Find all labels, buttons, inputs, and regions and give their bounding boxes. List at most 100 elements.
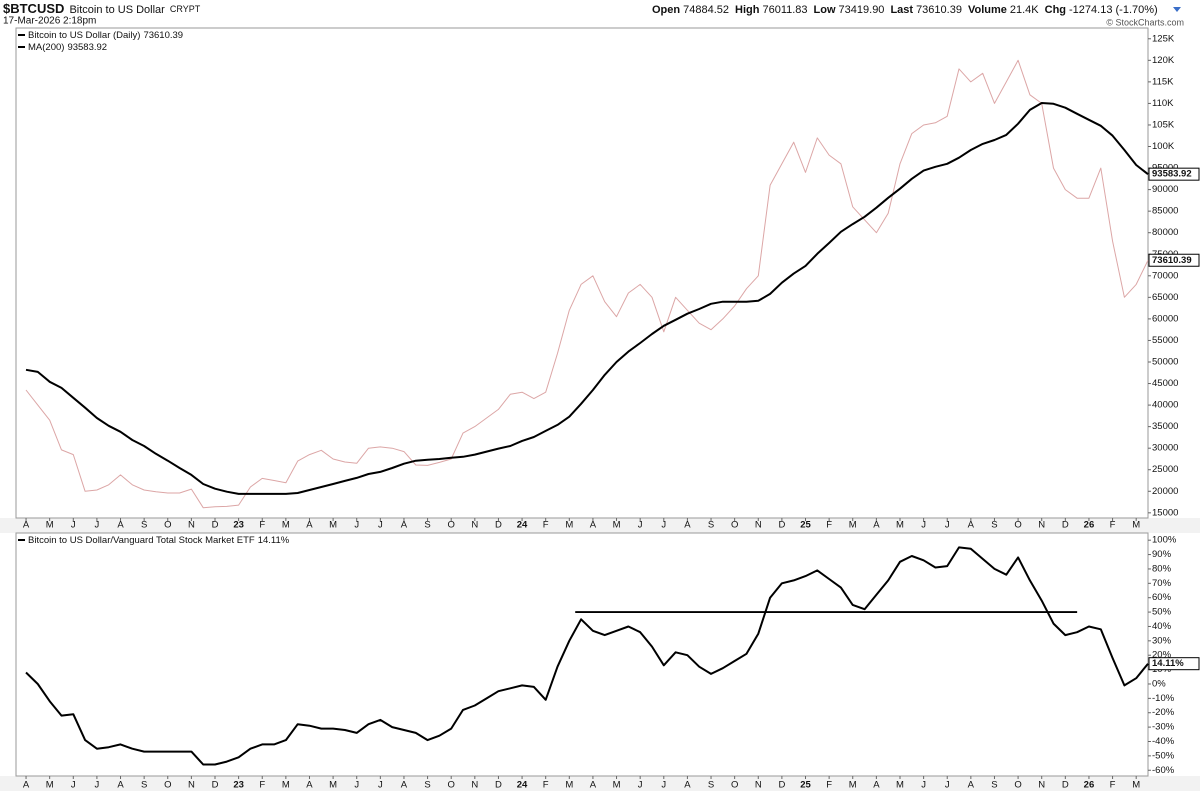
y-tick-label: 80%	[1152, 563, 1172, 574]
dropdown-icon[interactable]	[1173, 7, 1181, 12]
value-tag-label: 14.11%	[1152, 658, 1184, 669]
legend-value: 73610.39	[143, 30, 183, 41]
y-tick-label: 85000	[1152, 206, 1178, 217]
x-tick-label: J	[638, 520, 643, 531]
x-tick-label: 26	[1084, 780, 1095, 791]
y-tick-label: -30%	[1152, 722, 1175, 733]
x-tick-label: M	[565, 520, 573, 531]
symbol-name: Bitcoin to US Dollar	[69, 4, 165, 16]
x-tick-label: F	[1110, 780, 1116, 791]
y-tick-label: 90%	[1152, 549, 1172, 560]
y-tick-label: 100K	[1152, 141, 1175, 152]
x-tick-label: J	[71, 780, 76, 791]
y-tick-label: 50000	[1152, 357, 1178, 368]
x-tick-label: A	[684, 520, 691, 531]
x-tick-label: A	[873, 780, 880, 791]
x-tick-label: A	[23, 520, 30, 531]
quote-label: Low	[814, 4, 836, 16]
x-tick-label: M	[613, 780, 621, 791]
quote-value: 73419.90	[839, 4, 885, 16]
x-tick-label: A	[306, 780, 313, 791]
quote-label: Chg	[1045, 4, 1066, 16]
quote-label: High	[735, 4, 760, 16]
plot-area	[15, 532, 1149, 777]
y-tick-label: 70000	[1152, 270, 1178, 281]
x-tick-label: A	[968, 780, 975, 791]
series-line	[25, 59, 1149, 509]
x-tick-label: 23	[233, 780, 244, 791]
x-tick-label: O	[164, 520, 171, 531]
x-tick-label: A	[401, 780, 408, 791]
x-tick-label: 24	[517, 780, 528, 791]
x-tick-label: S	[424, 520, 430, 531]
x-tick-label: F	[543, 780, 549, 791]
legend-entry: MA(200) 93583.92	[28, 42, 107, 53]
symbol: $BTCUSD	[3, 1, 64, 16]
x-tick-label: J	[378, 780, 383, 791]
x-tick-label: N	[1038, 520, 1045, 531]
x-tick-label: 25	[800, 520, 811, 531]
y-tick-label: -60%	[1152, 765, 1175, 776]
x-tick-label: M	[46, 780, 54, 791]
x-tick-label: J	[921, 780, 926, 791]
x-tick-label: D	[778, 520, 785, 531]
x-tick-label: O	[731, 780, 738, 791]
x-tick-label: M	[1132, 780, 1140, 791]
x-tick-label: 26	[1084, 520, 1095, 531]
x-tick-label: F	[826, 520, 832, 531]
x-tick-label: S	[141, 780, 147, 791]
value-tag-label: 93583.92	[1152, 169, 1192, 180]
y-tick-label: 40%	[1152, 621, 1172, 632]
x-tick-label: 24	[517, 520, 528, 531]
x-tick-label: S	[991, 780, 997, 791]
x-tick-label: F	[259, 780, 265, 791]
x-tick-label: A	[117, 520, 124, 531]
x-tick-label: J	[71, 520, 76, 531]
plot-area	[15, 27, 1149, 519]
y-tick-label: 60%	[1152, 592, 1172, 603]
y-tick-label: 125K	[1152, 33, 1175, 44]
x-tick-label: A	[306, 520, 313, 531]
x-tick-label: M	[329, 520, 337, 531]
x-tick-label: M	[282, 520, 290, 531]
x-tick-label: D	[778, 780, 785, 791]
x-tick-label: N	[755, 520, 762, 531]
legend-entry: Bitcoin to US Dollar (Daily) 73610.39	[28, 30, 183, 41]
quote-value: 74884.52	[683, 4, 729, 16]
x-tick-label: J	[661, 520, 666, 531]
quote-value: -1274.13 (-1.70%)	[1069, 4, 1158, 16]
x-tick-label: J	[95, 780, 100, 791]
y-tick-label: 120K	[1152, 55, 1175, 66]
x-tick-label: F	[826, 780, 832, 791]
x-tick-label: N	[188, 520, 195, 531]
x-tick-label: F	[259, 520, 265, 531]
y-tick-label: 105K	[1152, 119, 1175, 130]
y-tick-label: 90000	[1152, 184, 1178, 195]
y-tick-label: -40%	[1152, 736, 1175, 747]
x-tick-label: M	[282, 780, 290, 791]
x-tick-label: O	[164, 780, 171, 791]
x-tick-label: M	[849, 520, 857, 531]
legend-value: 93583.92	[67, 42, 107, 53]
x-tick-label: A	[968, 520, 975, 531]
value-tag	[1148, 657, 1200, 671]
x-tick-label: F	[1110, 520, 1116, 531]
legend-entry: Bitcoin to US Dollar/Vanguard Total Stoc…	[28, 535, 290, 546]
x-tick-label: M	[896, 520, 904, 531]
x-tick-label: O	[731, 520, 738, 531]
x-tick-label: S	[708, 520, 714, 531]
x-tick-label: D	[212, 780, 219, 791]
x-tick-label: A	[23, 780, 30, 791]
x-tick-label: 23	[233, 520, 244, 531]
quote-value: 73610.39	[916, 4, 962, 16]
y-tick-label: 70%	[1152, 578, 1172, 589]
y-tick-label: 55000	[1152, 335, 1178, 346]
legend-value: 14.11%	[258, 535, 290, 546]
x-tick-label: J	[945, 780, 950, 791]
x-tick-label: N	[188, 780, 195, 791]
x-tick-label: D	[495, 520, 502, 531]
x-tick-label: J	[661, 780, 666, 791]
x-tick-label: J	[378, 520, 383, 531]
x-tick-label: M	[613, 520, 621, 531]
